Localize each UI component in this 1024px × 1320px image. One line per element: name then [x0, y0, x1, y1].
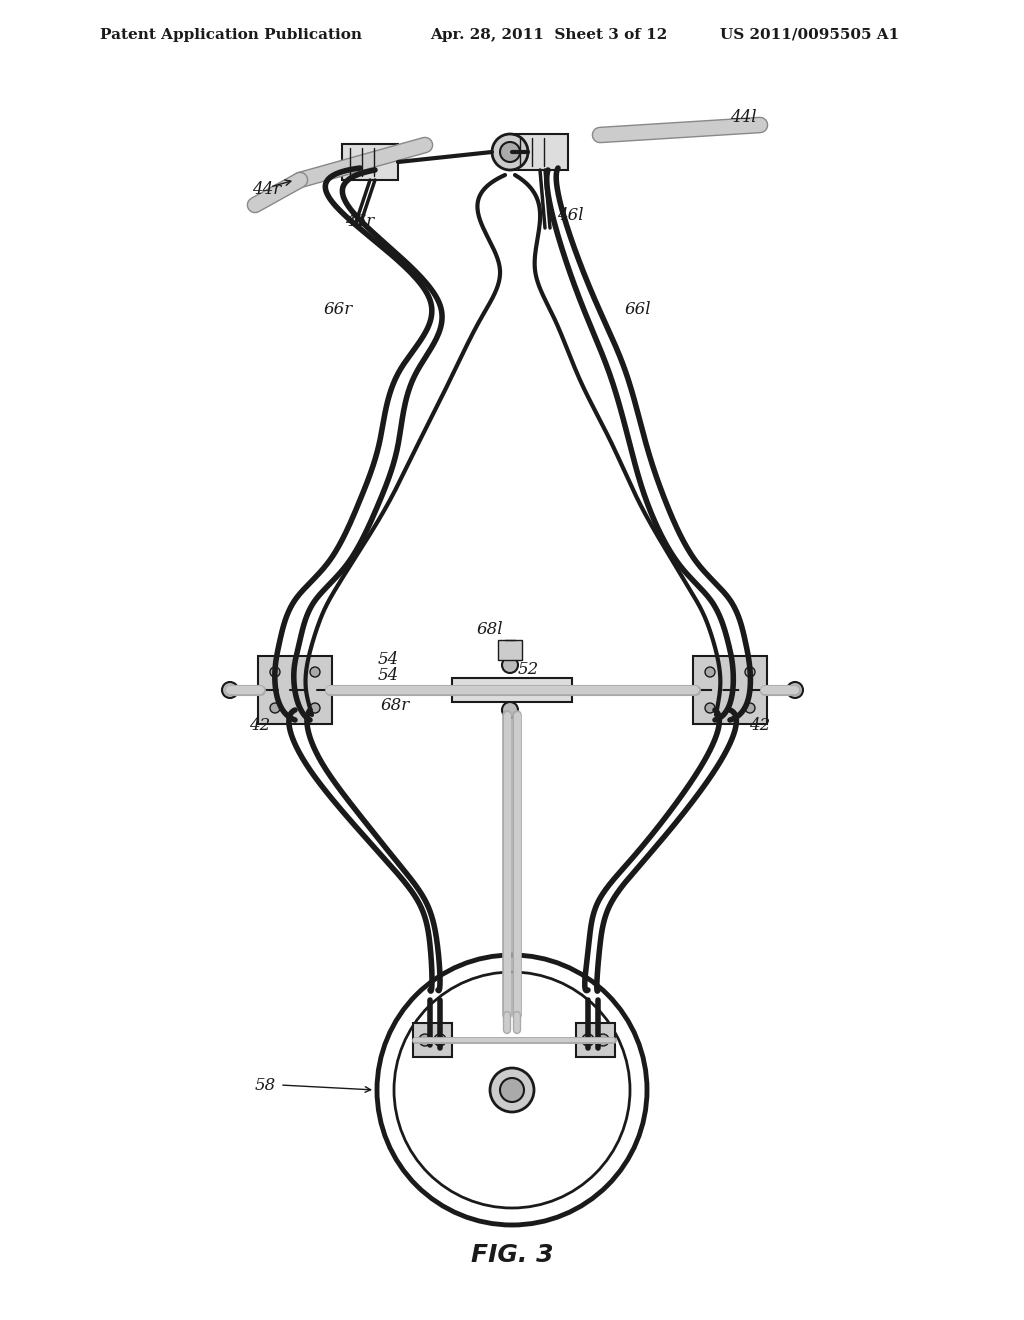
Text: Apr. 28, 2011  Sheet 3 of 12: Apr. 28, 2011 Sheet 3 of 12 — [430, 28, 668, 42]
Circle shape — [502, 657, 518, 673]
Text: 54: 54 — [378, 667, 398, 684]
FancyBboxPatch shape — [498, 640, 522, 660]
Circle shape — [502, 702, 518, 718]
Circle shape — [705, 667, 715, 677]
Circle shape — [434, 1034, 446, 1045]
Circle shape — [222, 682, 238, 698]
Text: 52: 52 — [517, 661, 539, 678]
Circle shape — [500, 1078, 524, 1102]
FancyBboxPatch shape — [258, 656, 332, 723]
Text: 42: 42 — [750, 717, 771, 734]
Circle shape — [492, 135, 528, 170]
Circle shape — [597, 1034, 609, 1045]
Text: 66r: 66r — [324, 301, 352, 318]
Circle shape — [582, 1034, 594, 1045]
Text: 46r: 46r — [345, 214, 375, 231]
FancyBboxPatch shape — [693, 656, 767, 723]
Text: 44r: 44r — [252, 181, 282, 198]
Circle shape — [490, 1068, 534, 1111]
FancyBboxPatch shape — [512, 135, 568, 170]
Circle shape — [787, 682, 803, 698]
FancyBboxPatch shape — [452, 678, 572, 702]
Circle shape — [310, 667, 319, 677]
Text: 44l: 44l — [730, 110, 757, 127]
Circle shape — [745, 667, 755, 677]
Text: 46l: 46l — [557, 206, 584, 223]
Circle shape — [500, 143, 520, 162]
FancyBboxPatch shape — [575, 1023, 615, 1057]
Circle shape — [419, 1034, 431, 1045]
Circle shape — [705, 704, 715, 713]
Circle shape — [270, 704, 280, 713]
Text: Patent Application Publication: Patent Application Publication — [100, 28, 362, 42]
FancyBboxPatch shape — [413, 1023, 452, 1057]
Text: 68l: 68l — [477, 622, 504, 639]
Text: 68r: 68r — [380, 697, 410, 714]
Text: 66l: 66l — [625, 301, 651, 318]
Text: FIG. 3: FIG. 3 — [471, 1243, 553, 1267]
Text: 58: 58 — [254, 1077, 275, 1093]
Text: 42: 42 — [250, 717, 270, 734]
Circle shape — [270, 667, 280, 677]
FancyBboxPatch shape — [342, 144, 398, 180]
Circle shape — [310, 704, 319, 713]
Text: 54: 54 — [378, 652, 398, 668]
Text: US 2011/0095505 A1: US 2011/0095505 A1 — [720, 28, 899, 42]
Circle shape — [745, 704, 755, 713]
